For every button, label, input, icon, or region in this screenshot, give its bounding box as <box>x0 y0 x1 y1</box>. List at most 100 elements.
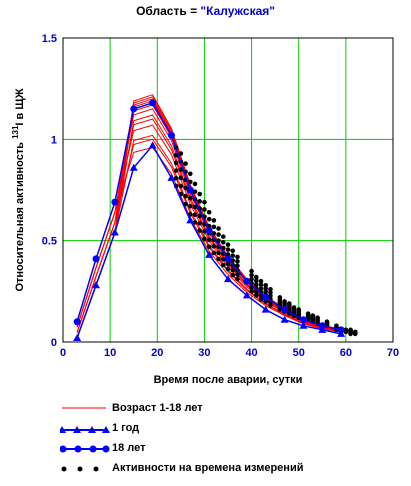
measurement-point <box>202 207 207 212</box>
legend-label-18-years: 18 лет <box>112 442 146 454</box>
measurement-point <box>249 276 254 282</box>
measurement-point <box>225 261 231 267</box>
measurement-point <box>173 175 179 181</box>
measurement-point <box>178 175 184 181</box>
measurement-point <box>263 282 269 288</box>
measurement-point <box>192 204 198 210</box>
series-1-year-marker <box>224 275 232 283</box>
y-axis-label-sup: 131 <box>11 125 20 139</box>
measurement-point <box>286 301 292 306</box>
measurement-point <box>183 185 188 191</box>
measurement-point <box>197 191 203 197</box>
x-tick-labels: 0 10 20 30 40 50 60 70 <box>60 347 399 359</box>
measurement-point <box>206 244 212 250</box>
legend-label-age-range: Возраст 1-18 лет <box>112 402 203 414</box>
series-18-years-marker <box>186 186 194 194</box>
series-18-years-marker <box>262 293 270 301</box>
measurement-point <box>258 278 264 284</box>
measurement-point <box>282 299 287 304</box>
measurement-point <box>202 236 207 241</box>
measurement-point <box>258 282 264 288</box>
measurement-point <box>197 199 203 204</box>
series-1-year-marker <box>167 173 176 181</box>
title-prefix: Область = <box>136 4 201 18</box>
measurement-point <box>202 199 207 205</box>
measurement-point <box>235 254 240 260</box>
measurement-point <box>211 244 217 249</box>
x-tick-label: 10 <box>104 347 116 359</box>
series-1-year-marker <box>318 325 327 333</box>
measurement-point <box>277 295 283 300</box>
measurement-point <box>268 287 273 292</box>
x-axis-label: Время после аварии, сутки <box>154 374 303 386</box>
measurement-point <box>268 293 273 299</box>
plot-frame <box>62 37 394 343</box>
measurement-point <box>220 239 226 245</box>
measurement-point <box>211 218 217 223</box>
measurement-point <box>310 313 316 318</box>
y-tick-label: 0.5 <box>42 236 57 248</box>
legend-swatch-18-years <box>60 445 110 453</box>
legend-item-measurements: Активности на времена измерений <box>60 460 400 480</box>
measurement-point <box>235 263 240 269</box>
measurement-point <box>230 258 236 263</box>
measurement-point <box>249 289 254 294</box>
measurement-point <box>192 212 198 218</box>
series-18-years-marker <box>318 322 326 330</box>
measurement-point <box>216 250 221 256</box>
measurement-point <box>334 323 339 329</box>
series-18-years-marker <box>167 131 175 139</box>
legend-label-measurements: Активности на времена измерений <box>112 462 304 474</box>
measurement-point <box>192 220 198 225</box>
measurement-point <box>206 216 212 222</box>
x-tick-label: 60 <box>340 347 352 359</box>
measurement-point <box>315 315 320 320</box>
measurement-point <box>230 248 236 254</box>
measurement-point <box>220 257 226 262</box>
x-tick-label: 0 <box>60 347 66 359</box>
measurement-point <box>258 297 264 302</box>
measurement-point <box>324 319 330 325</box>
legend-swatch-measurements <box>61 466 99 472</box>
measurement-point <box>187 203 193 209</box>
x-tick-label: 30 <box>198 347 210 359</box>
measurement-point <box>206 209 212 215</box>
measurement-point <box>348 327 353 333</box>
measurement-point <box>249 272 254 278</box>
grid <box>62 37 394 343</box>
measurement-point <box>220 234 226 239</box>
series-18-years-marker <box>73 318 81 326</box>
measurement-point <box>230 253 236 258</box>
measurement-point <box>220 262 226 268</box>
measurement-point <box>202 229 207 234</box>
x-tick-label: 20 <box>151 347 163 359</box>
measurement-point <box>225 266 231 272</box>
measurement-point <box>187 171 193 177</box>
y-tick-label: 0 <box>51 337 57 349</box>
measurement-point <box>253 274 259 280</box>
measurement-point <box>211 250 217 256</box>
series-age-range <box>76 94 342 339</box>
measurement-point <box>235 276 240 282</box>
y-tick-labels: 0 0.5 1 1.5 <box>42 33 57 349</box>
measurement-point <box>343 327 349 333</box>
series-1-year-marker <box>337 329 346 337</box>
measurement-point <box>211 231 217 236</box>
series-1-year-marker <box>110 228 119 236</box>
measurement-point <box>305 311 311 316</box>
measurement-point <box>216 232 221 237</box>
measurement-point <box>197 228 203 233</box>
measurement-point <box>187 179 193 185</box>
title-region: "Калужская" <box>200 4 275 18</box>
measurement-point <box>225 247 231 252</box>
series-1-year-marker <box>73 333 82 341</box>
y-axis-label-suffix: I в ЩЖ <box>14 88 26 125</box>
series-1-year-marker <box>148 141 157 149</box>
measurement-point <box>235 259 240 264</box>
series-18-years-marker <box>111 198 119 206</box>
series-18-years-marker <box>281 306 289 314</box>
measurement-point <box>291 305 297 310</box>
series-18-years-marker <box>205 227 213 235</box>
series-18-years-marker <box>92 255 100 263</box>
measurement-point <box>352 329 358 335</box>
